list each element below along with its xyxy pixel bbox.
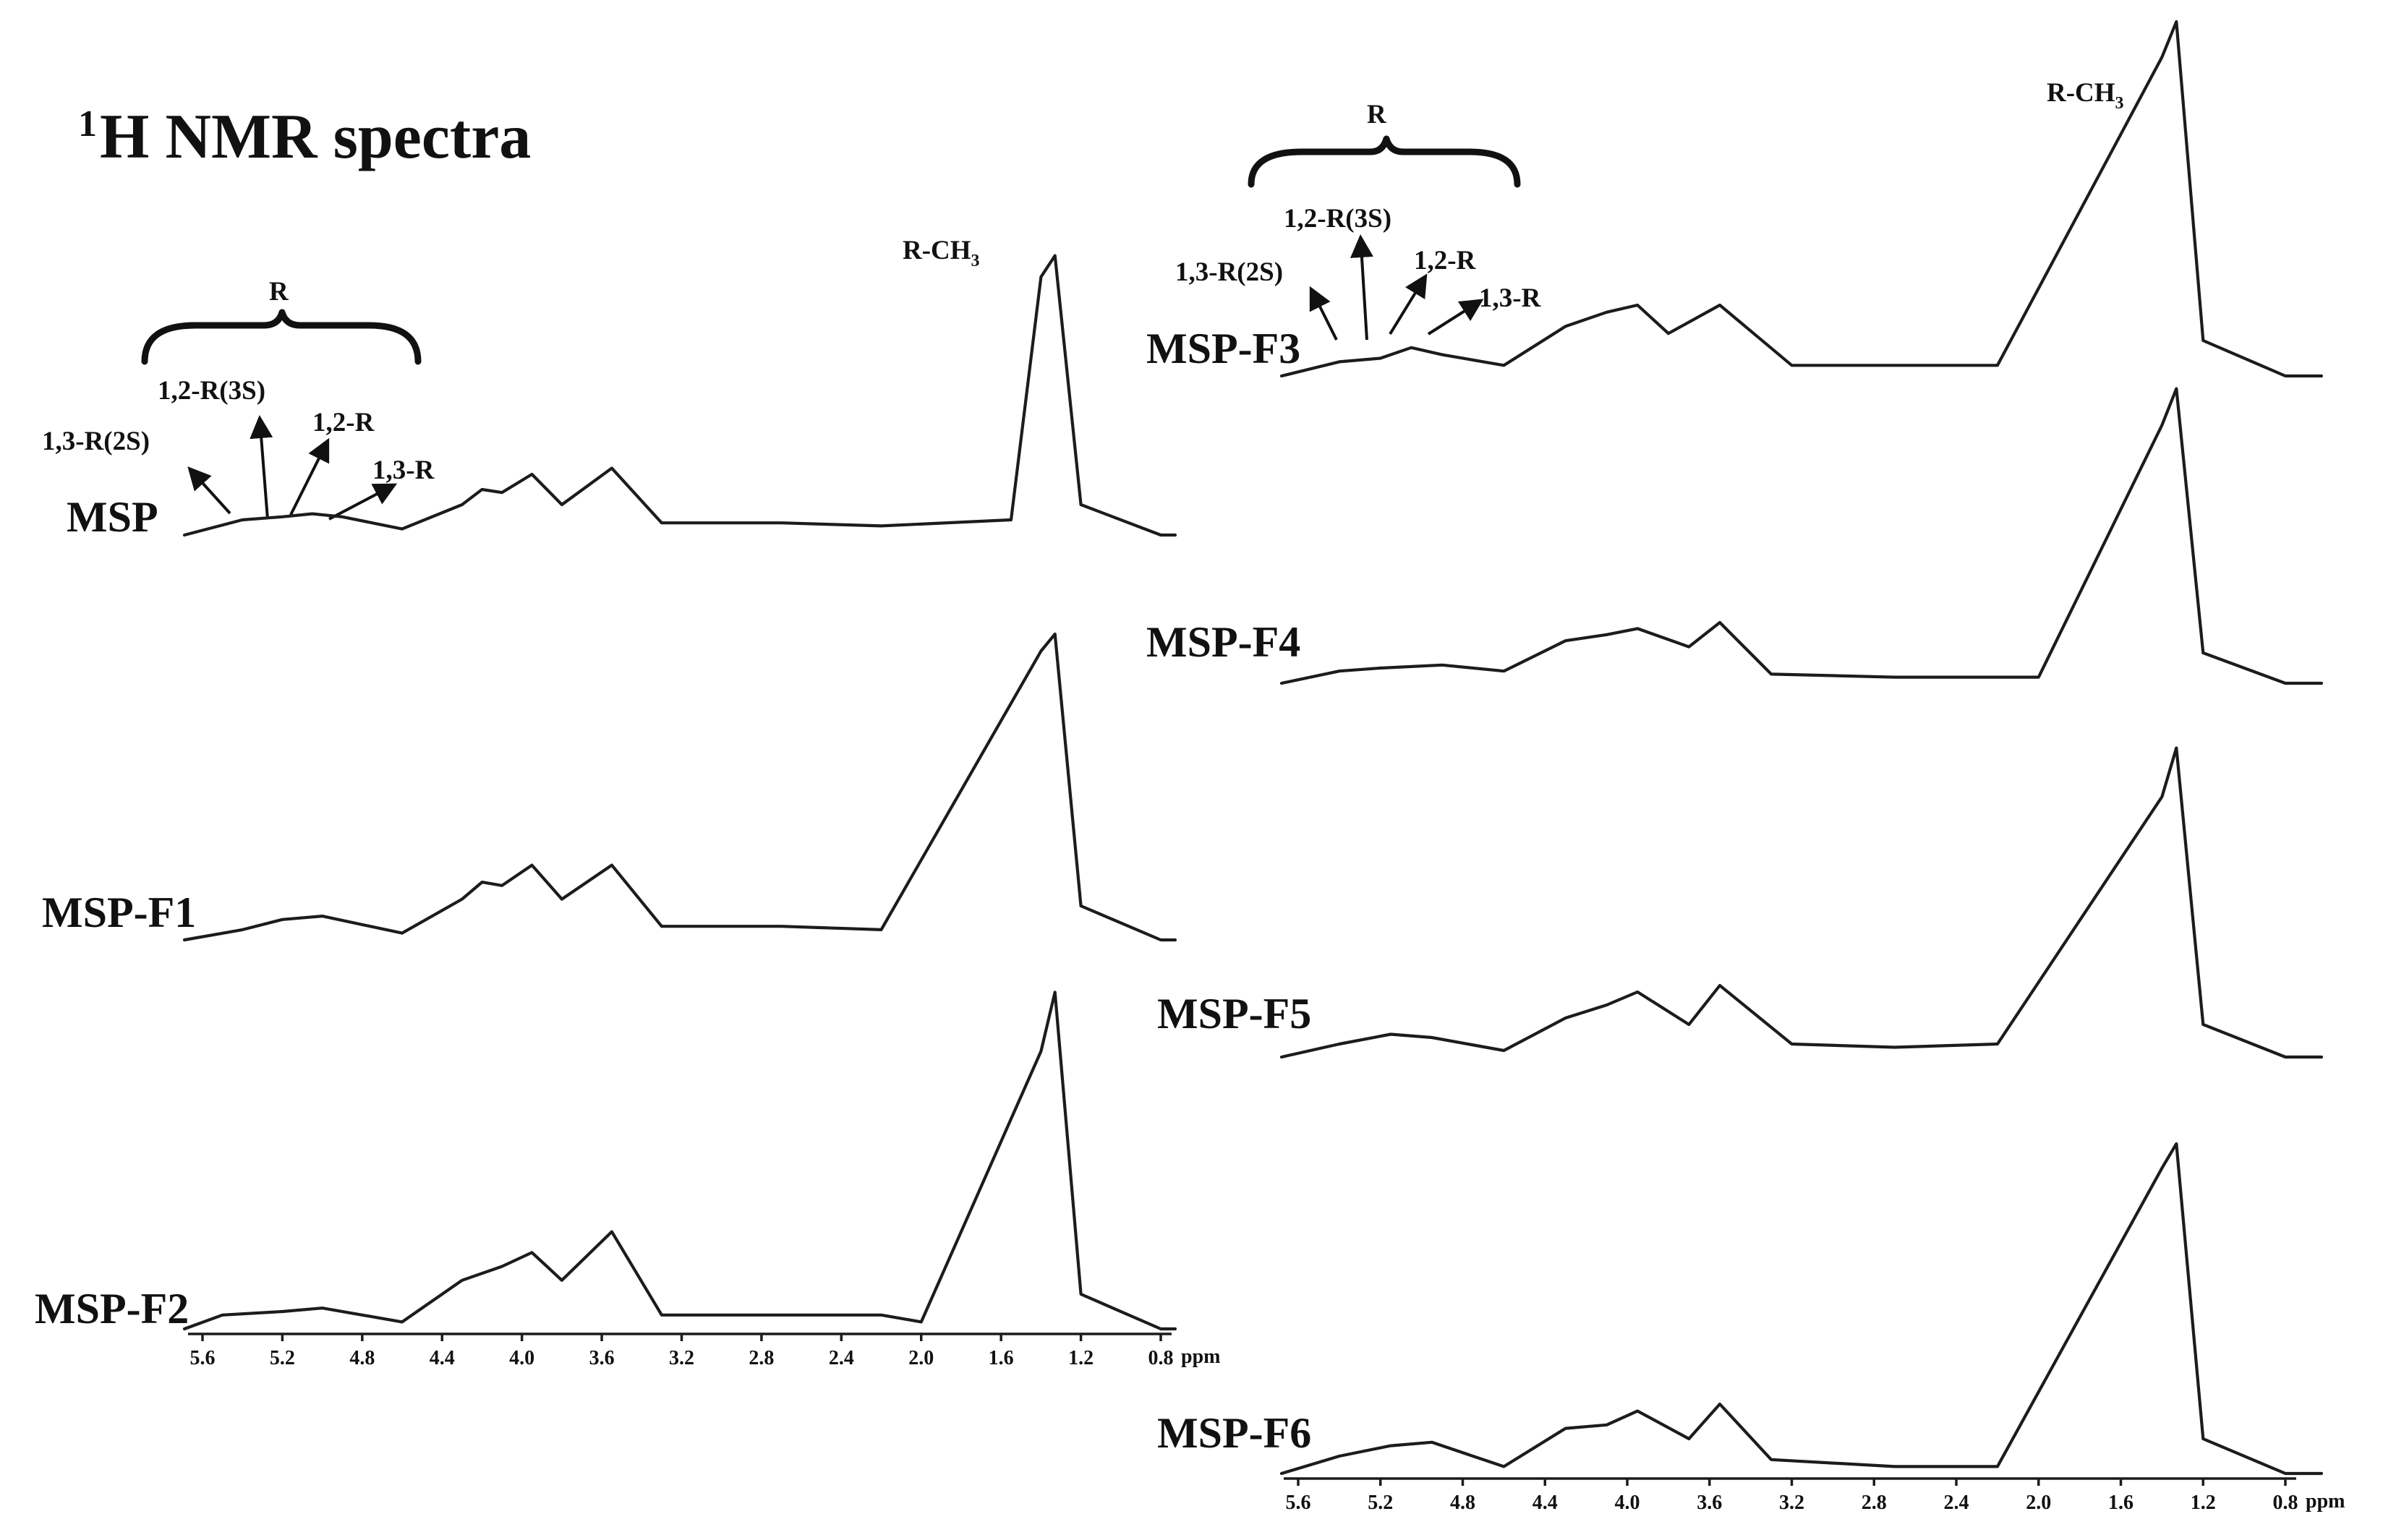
arrow-1-2-r-3s-left bbox=[250, 415, 273, 520]
spectrum-trace-msp-f5 bbox=[1279, 746, 2324, 1059]
spectrum-trace-msp-f1 bbox=[182, 632, 1177, 942]
sample-label-msp-f4: MSP-F4 bbox=[1146, 618, 1300, 666]
spectrum-trace-msp-f4 bbox=[1279, 387, 2324, 685]
x-tick-label-right: 5.2 bbox=[1368, 1492, 1393, 1514]
x-axis-left: 5.6 5.2 4.8 4.4 4.0 3.6 3.2 2.8 2.4 2.0 1.6 1.2 0.8 p… bbox=[188, 1332, 1220, 1369]
arrow-1-2-r-right bbox=[1389, 273, 1428, 335]
annotation-1-3-r-2s-left: 1,3-R(2S) bbox=[42, 427, 150, 456]
x-tick-label-right: 4.8 bbox=[1450, 1492, 1475, 1514]
x-tick-label-right: 4.4 bbox=[1532, 1492, 1558, 1514]
sample-label-msp-f6: MSP-F6 bbox=[1157, 1409, 1311, 1457]
x-tick-label-right: 2.4 bbox=[1944, 1492, 1969, 1514]
arrow-1-2-r-3s-right bbox=[1350, 234, 1373, 341]
x-tick-label-left: 4.8 bbox=[349, 1347, 375, 1369]
x-axis-unit-left: ppm bbox=[1181, 1346, 1220, 1368]
x-tick-label-left: 4.4 bbox=[430, 1347, 455, 1369]
right-annotations: R 1,3-R(2S) 1,2-R(3S) 1,2-R 1,3-R R-CH3 bbox=[1175, 78, 2124, 341]
title-main-text: H NMR spectra bbox=[100, 102, 531, 172]
x-axis-unit-right: ppm bbox=[2306, 1490, 2345, 1513]
x-tick-label-left: 2.8 bbox=[749, 1347, 774, 1369]
x-tick-label-right: 2.0 bbox=[2026, 1492, 2051, 1514]
annotation-1-3-r-left: 1,3-R bbox=[372, 455, 435, 485]
x-tick-label-left: 1.2 bbox=[1068, 1347, 1094, 1369]
x-tick-label-left: 4.0 bbox=[509, 1347, 534, 1369]
arrow-1-3-r-left bbox=[328, 483, 398, 521]
x-tick-label-left: 3.2 bbox=[669, 1347, 694, 1369]
x-tick-label-left: 2.4 bbox=[829, 1347, 854, 1369]
sample-label-msp-f5: MSP-F5 bbox=[1157, 990, 1311, 1038]
arrow-1-3-r-2s-left bbox=[187, 466, 231, 515]
spectrum-trace-msp-f6 bbox=[1279, 1142, 2324, 1476]
region-label-right: R bbox=[1367, 100, 1387, 129]
annotation-1-2-r-3s-right: 1,2-R(3S) bbox=[1284, 204, 1391, 234]
x-tick-label-left: 0.8 bbox=[1148, 1347, 1174, 1369]
spectra-traces bbox=[182, 20, 2324, 1476]
annotation-1-2-r-right: 1,2-R bbox=[1414, 246, 1477, 275]
region-brace-left bbox=[141, 309, 422, 365]
x-tick-label-right: 1.6 bbox=[2108, 1492, 2133, 1514]
x-tick-label-right: 2.8 bbox=[1862, 1492, 1887, 1514]
annotation-1-2-r-3s-left: 1,2-R(3S) bbox=[158, 376, 265, 406]
x-tick-label-right: 5.6 bbox=[1286, 1492, 1311, 1514]
figure-title: 1 H NMR spectra bbox=[78, 102, 531, 172]
x-tick-label-left: 3.6 bbox=[589, 1347, 615, 1369]
x-tick-label-right: 3.6 bbox=[1697, 1492, 1722, 1514]
x-tick-label-left: 1.6 bbox=[989, 1347, 1014, 1369]
sample-label-msp-f3: MSP-F3 bbox=[1146, 325, 1300, 372]
arrow-1-3-r-2s-right bbox=[1309, 286, 1338, 341]
left-annotations: R 1,3-R(2S) 1,2-R(3S) 1,2-R 1,3-R R-CH3 bbox=[42, 236, 980, 521]
x-tick-label-right: 4.0 bbox=[1615, 1492, 1640, 1514]
arrow-1-2-r-left bbox=[289, 437, 330, 516]
x-tick-label-left: 2.0 bbox=[908, 1347, 934, 1369]
x-tick-label-right: 1.2 bbox=[2191, 1492, 2216, 1514]
x-tick-label-right: 0.8 bbox=[2273, 1492, 2298, 1514]
x-tick-label-left: 5.2 bbox=[270, 1347, 295, 1369]
sample-label-msp-f1: MSP-F1 bbox=[42, 889, 196, 936]
spectrum-trace-msp bbox=[182, 254, 1177, 537]
x-tick-label-left: 5.6 bbox=[190, 1347, 216, 1369]
x-axis-right: 5.6 5.2 4.8 4.4 4.0 3.6 3.2 2.8 2.4 2.0 1.6 1.2 0.8 p… bbox=[1284, 1477, 2345, 1514]
spectrum-trace-msp-f3 bbox=[1279, 20, 2324, 378]
sample-label-msp-f2: MSP-F2 bbox=[35, 1285, 189, 1332]
arrow-1-3-r-right bbox=[1427, 299, 1484, 335]
annotation-1-2-r-left: 1,2-R bbox=[312, 408, 375, 437]
annotation-1-3-r-right: 1,3-R bbox=[1479, 283, 1542, 313]
sample-label-msp: MSP bbox=[67, 493, 158, 541]
region-label-left: R bbox=[269, 277, 289, 307]
title-superscript: 1 bbox=[78, 103, 97, 145]
region-brace-right bbox=[1248, 135, 1521, 188]
peak-label-rch3-left: R-CH3 bbox=[903, 236, 980, 270]
spectrum-trace-msp-f2 bbox=[182, 991, 1177, 1331]
peak-label-rch3-right: R-CH3 bbox=[2047, 78, 2124, 113]
x-tick-label-right: 3.2 bbox=[1779, 1492, 1804, 1514]
annotation-1-3-r-2s-right: 1,3-R(2S) bbox=[1175, 257, 1283, 287]
